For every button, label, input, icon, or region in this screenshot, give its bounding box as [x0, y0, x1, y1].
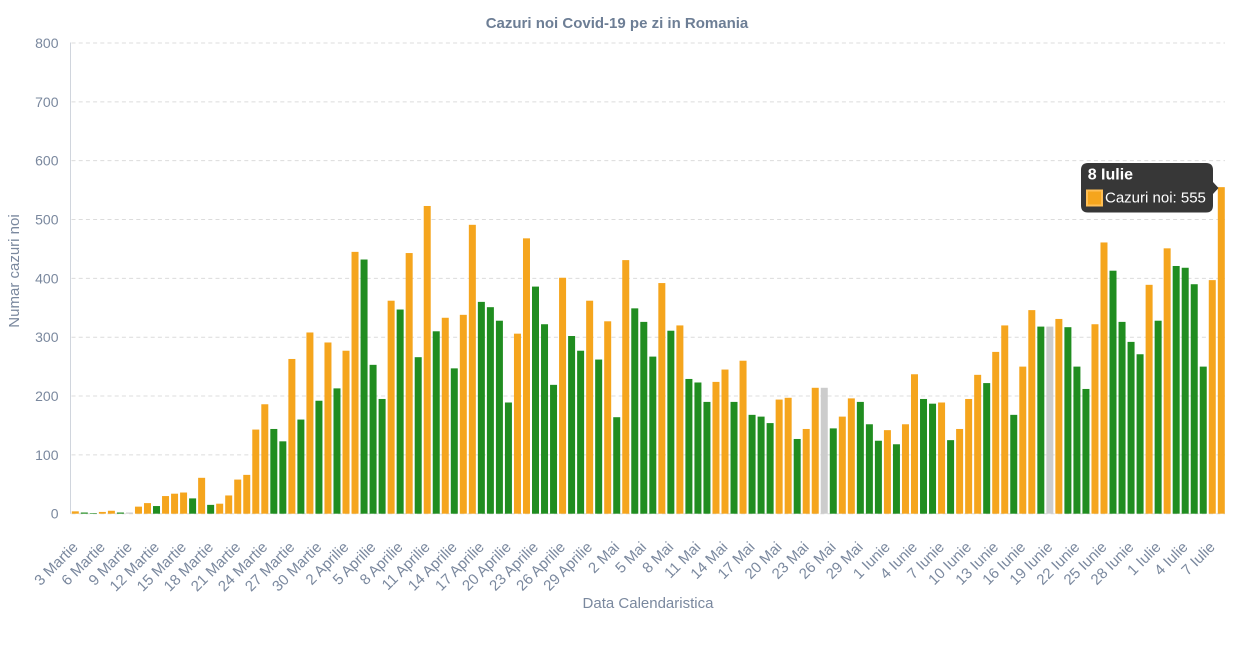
svg-text:Numar cazuri noi: Numar cazuri noi	[6, 214, 23, 327]
svg-text:400: 400	[35, 270, 59, 286]
svg-text:Data Calendaristica: Data Calendaristica	[583, 595, 715, 612]
svg-text:100: 100	[35, 447, 59, 463]
svg-text:Cazuri noi Covid-19 pe zi in R: Cazuri noi Covid-19 pe zi in Romania	[486, 15, 749, 32]
svg-text:800: 800	[35, 35, 59, 51]
svg-text:700: 700	[35, 94, 59, 110]
svg-text:500: 500	[35, 212, 59, 228]
svg-text:0: 0	[51, 506, 59, 522]
svg-text:200: 200	[35, 388, 59, 404]
svg-text:8 Iulie: 8 Iulie	[1088, 166, 1133, 183]
svg-text:600: 600	[35, 153, 59, 169]
svg-text:Cazuri noi: 555: Cazuri noi: 555	[1105, 190, 1206, 207]
svg-text:300: 300	[35, 329, 59, 345]
